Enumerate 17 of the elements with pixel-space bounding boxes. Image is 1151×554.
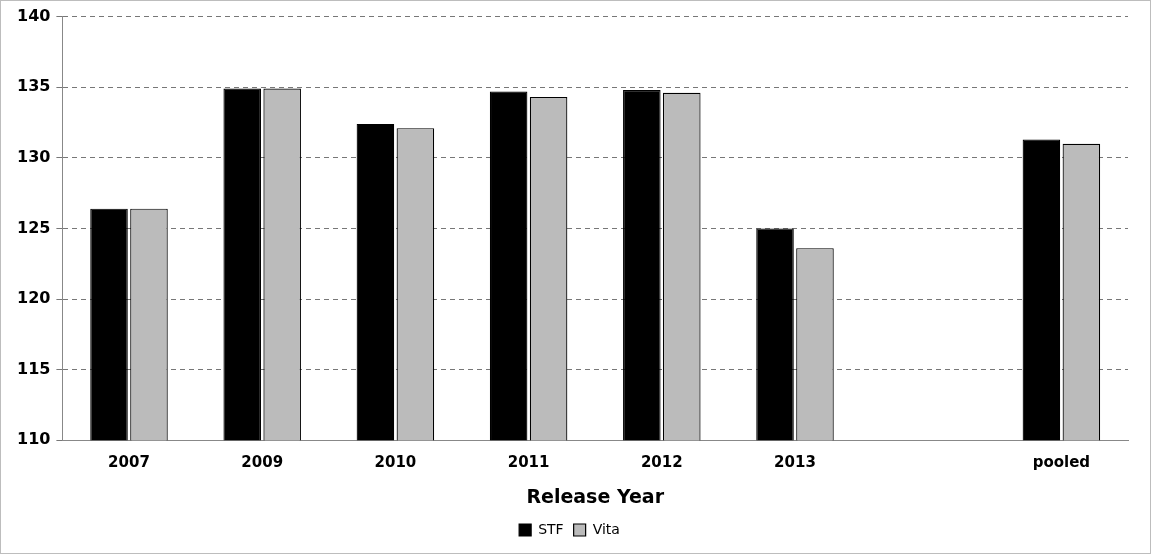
x-axis-title: Release Year [526, 484, 665, 507]
x-tick-label: 2012 [640, 453, 683, 472]
y-tick-label: 135 [16, 76, 51, 96]
y-tick-label: 140 [16, 5, 51, 25]
x-tick-label: 2007 [108, 453, 150, 472]
y-tick-label: 125 [16, 217, 51, 237]
x-tick-label: 2010 [374, 453, 417, 472]
x-tick-label: pooled [1032, 453, 1091, 472]
y-tick-label: 110 [16, 429, 51, 449]
y-tick-label: 130 [16, 146, 51, 166]
legend-label: Vita [592, 520, 620, 537]
y-tick-label: 120 [16, 288, 51, 308]
x-tick-label: 2009 [241, 453, 284, 472]
x-tick-label: 2013 [774, 453, 816, 472]
y-tick-label: 115 [16, 358, 51, 378]
x-tick-label: 2011 [507, 453, 550, 472]
legend-label: STF [538, 520, 564, 537]
